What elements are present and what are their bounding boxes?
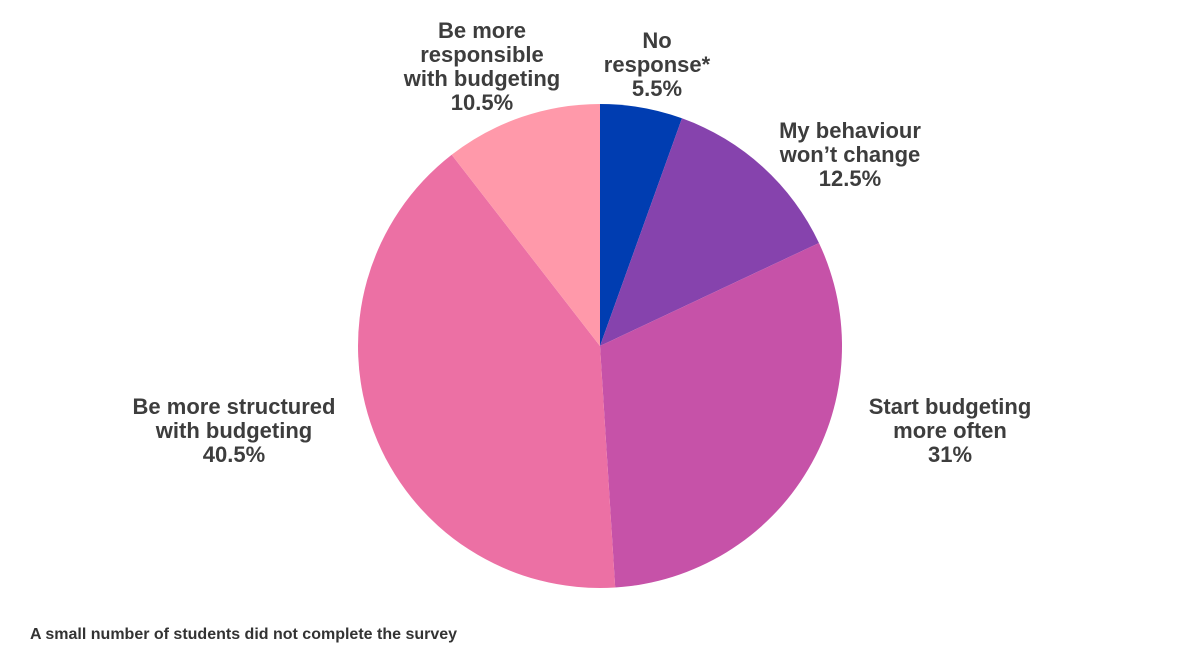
slice-category-label: response* [604,52,711,77]
pie-slice-1 [600,104,682,346]
slice-label-2: My behaviour won’t change 12.5% [779,118,922,191]
slice-value-label: 12.5% [819,166,881,191]
pie-labels: No response* 5.5%My behaviour won’t change 1… [133,18,1032,467]
slice-category-label: responsible [420,42,543,67]
slice-value-label: 10.5% [451,90,513,115]
slice-label-5: Be more responsible with budgeting 10.5% [403,18,560,115]
slice-value-label: 31% [928,442,972,467]
slice-category-label: with budgeting [155,418,312,443]
slice-value-label: 5.5% [632,76,682,101]
slice-category-label: Be more structured [133,394,336,419]
pie-slice-2 [600,118,819,346]
slice-label-4: Be more structured with budgeting 40.5% [133,394,336,467]
footnote: A small number of students did not compl… [30,626,458,643]
slice-category-label: won’t change [779,142,921,167]
pie-slice-5 [451,104,600,346]
slice-category-label: Start budgeting [869,394,1032,419]
slice-value-label: 40.5% [203,442,265,467]
pie-slice-4 [358,154,616,588]
slice-category-label: with budgeting [403,66,560,91]
slice-category-label: My behaviour [779,118,921,143]
slice-category-label: No [642,28,671,53]
slice-category-label: more often [893,418,1007,443]
pie-slice-3 [600,242,843,588]
slice-label-1: No response* 5.5% [604,28,711,101]
slice-label-3: Start budgeting more often 31% [869,394,1032,467]
pie-slices [358,104,843,588]
slice-category-label: Be more [438,18,526,43]
